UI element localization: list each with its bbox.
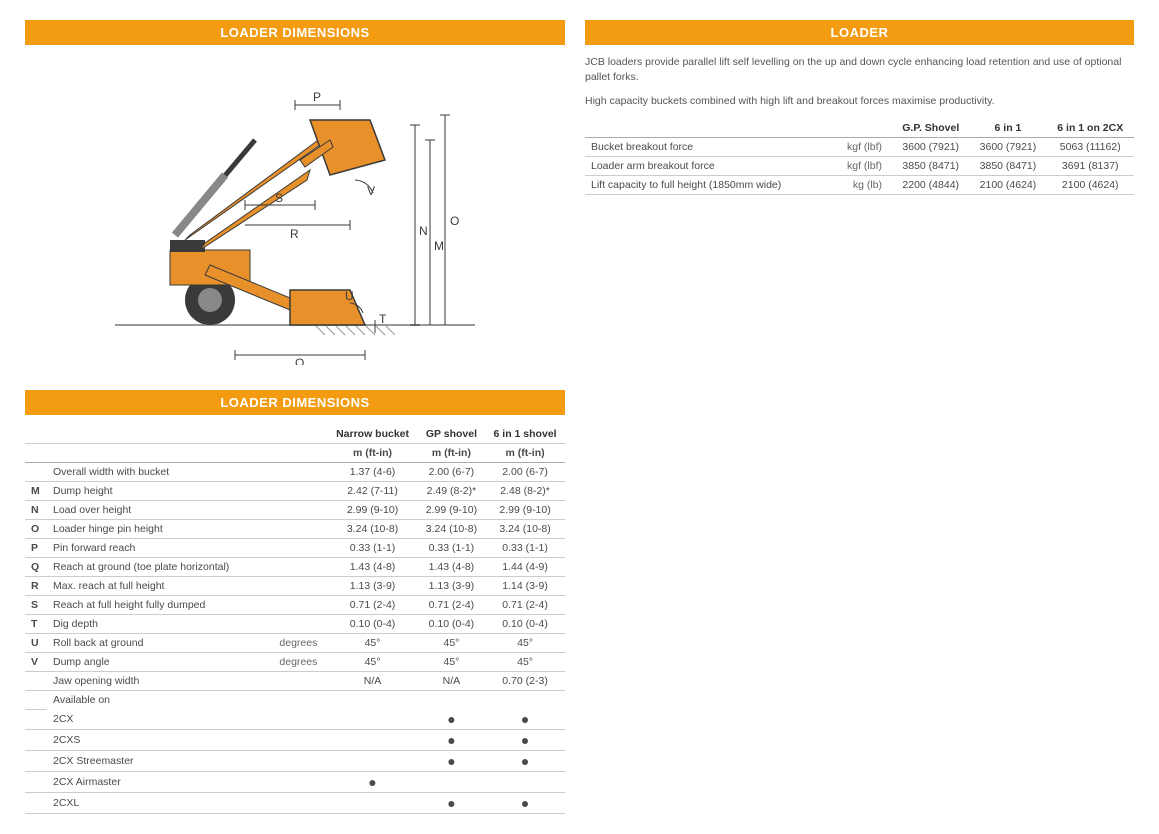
loader-diagram: P S R V N M O U T Q xyxy=(25,55,565,390)
available-on-label: Available on xyxy=(47,691,565,710)
table-row: 2CX Streemaster●● xyxy=(25,751,565,772)
table-row: OLoader hinge pin height3.24 (10-8)3.24 … xyxy=(25,520,565,539)
svg-text:V: V xyxy=(367,184,375,198)
col-6in1b: 6 in 1 xyxy=(969,119,1046,138)
table-row: URoll back at grounddegrees45°45°45° xyxy=(25,634,565,653)
table-row: PPin forward reach0.33 (1-1)0.33 (1-1)0.… xyxy=(25,539,565,558)
col-narrow: Narrow bucket xyxy=(327,425,417,444)
dimensions-table: Narrow bucket GP shovel 6 in 1 shovel m … xyxy=(25,425,565,814)
table-row: MDump height2.42 (7-11)2.49 (8-2)*2.48 (… xyxy=(25,482,565,501)
svg-text:Q: Q xyxy=(295,356,304,365)
table-row: QReach at ground (toe plate horizontal)1… xyxy=(25,558,565,577)
col-6in1-2cx: 6 in 1 on 2CX xyxy=(1046,119,1134,138)
col-gp: GP shovel xyxy=(418,425,485,444)
table-row: Lift capacity to full height (1850mm wid… xyxy=(585,176,1134,195)
table-row: Overall width with bucket1.37 (4-6)2.00 … xyxy=(25,463,565,482)
table-row: 2CXS●● xyxy=(25,730,565,751)
svg-text:N: N xyxy=(419,224,428,238)
col-gp-shovel: G.P. Shovel xyxy=(892,119,969,138)
col-6in1: 6 in 1 shovel xyxy=(485,425,565,444)
table-row: Jaw opening widthN/AN/A0.70 (2-3) xyxy=(25,672,565,691)
table-row: TDig depth0.10 (0-4)0.10 (0-4)0.10 (0-4) xyxy=(25,615,565,634)
table-row: VDump angledegrees45°45°45° xyxy=(25,653,565,672)
table-row: Bucket breakout forcekgf (lbf)3600 (7921… xyxy=(585,138,1134,157)
table-row: SReach at full height fully dumped0.71 (… xyxy=(25,596,565,615)
svg-text:T: T xyxy=(379,312,387,326)
loader-dimensions-header: LOADER DIMENSIONS xyxy=(25,20,565,45)
table-row: 2CXL●● xyxy=(25,793,565,814)
table-row: 2CX●● xyxy=(25,709,565,730)
loader-desc-2: High capacity buckets combined with high… xyxy=(585,94,1134,109)
svg-text:M: M xyxy=(434,239,444,253)
loader-spec-table: G.P. Shovel 6 in 1 6 in 1 on 2CX Bucket … xyxy=(585,119,1134,195)
table-row: RMax. reach at full height1.13 (3-9)1.13… xyxy=(25,577,565,596)
table-row: NLoad over height2.99 (9-10)2.99 (9-10)2… xyxy=(25,501,565,520)
svg-text:O: O xyxy=(450,214,459,228)
svg-text:R: R xyxy=(290,227,299,241)
loader-header: LOADER xyxy=(585,20,1134,45)
table-row: 2CX Airmaster● xyxy=(25,772,565,793)
loader-desc-1: JCB loaders provide parallel lift self l… xyxy=(585,55,1134,84)
svg-text:U: U xyxy=(345,289,354,303)
table-row: Loader arm breakout forcekgf (lbf)3850 (… xyxy=(585,157,1134,176)
svg-text:S: S xyxy=(275,191,283,205)
svg-text:P: P xyxy=(313,90,321,104)
loader-dimensions-header-2: LOADER DIMENSIONS xyxy=(25,390,565,415)
